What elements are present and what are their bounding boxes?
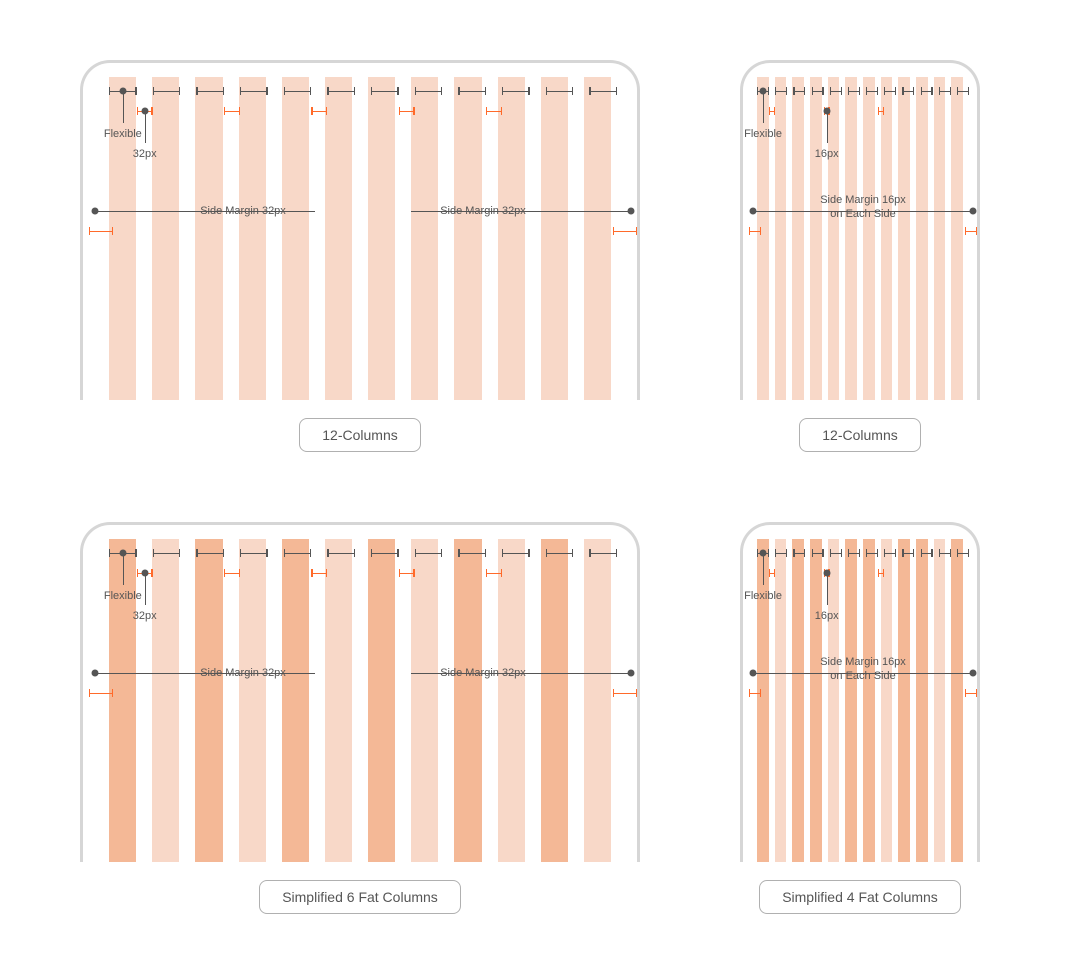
grid-column xyxy=(916,77,928,400)
grid-column xyxy=(757,539,769,862)
dimension-dot xyxy=(970,670,977,677)
dimension-dot xyxy=(628,670,635,677)
panel-caption: Simplified 6 Fat Columns xyxy=(259,880,461,914)
grid-column xyxy=(454,539,481,862)
grid-column xyxy=(239,77,266,400)
panel-desktop-6: Flexible32pxSide Margin 32pxSide Margin … xyxy=(80,522,640,914)
grid-column xyxy=(584,539,611,862)
grid-column xyxy=(454,77,481,400)
dimension-dot xyxy=(750,208,757,215)
grid-column xyxy=(898,77,910,400)
dimension-dot xyxy=(970,208,977,215)
grid-column xyxy=(498,77,525,400)
grid-column xyxy=(951,77,963,400)
panel-mobile-12: Flexible16pxSide Margin 16pxon Each Side… xyxy=(740,60,980,452)
column-grid xyxy=(757,77,963,400)
column-grid xyxy=(109,539,611,862)
grid-column xyxy=(934,77,946,400)
grid-column xyxy=(282,539,309,862)
grid-column xyxy=(828,77,840,400)
dimension-dot xyxy=(628,208,635,215)
grid-column xyxy=(828,539,840,862)
grid-column xyxy=(584,77,611,400)
grid-column xyxy=(934,539,946,862)
grid-column xyxy=(881,539,893,862)
grid-column xyxy=(325,539,352,862)
grid-column xyxy=(792,539,804,862)
column-grid xyxy=(757,539,963,862)
grid-column xyxy=(195,77,222,400)
device-frame: Flexible32pxSide Margin 32pxSide Margin … xyxy=(80,522,640,862)
grid-column xyxy=(195,539,222,862)
grid-column xyxy=(775,539,787,862)
grid-column xyxy=(810,77,822,400)
grid-column xyxy=(951,539,963,862)
grid-column xyxy=(541,539,568,862)
grid-column xyxy=(863,539,875,862)
grid-column xyxy=(845,77,857,400)
device-frame: Flexible16pxSide Margin 16pxon Each Side xyxy=(740,60,980,400)
grid-column xyxy=(411,77,438,400)
panel-caption: 12-Columns xyxy=(799,418,920,452)
grid-column xyxy=(368,77,395,400)
grid-column xyxy=(152,77,179,400)
grid-column xyxy=(792,77,804,400)
panel-desktop-12: Flexible32pxSide Margin 32pxSide Margin … xyxy=(80,60,640,452)
grid-column xyxy=(916,539,928,862)
device-frame: Flexible32pxSide Margin 32pxSide Margin … xyxy=(80,60,640,400)
grid-column xyxy=(863,77,875,400)
grid-column xyxy=(898,539,910,862)
grid-column xyxy=(368,539,395,862)
grid-column xyxy=(411,539,438,862)
panel-mobile-4: Flexible16pxSide Margin 16pxon Each Side… xyxy=(740,522,980,914)
grid-column xyxy=(881,77,893,400)
device-frame: Flexible16pxSide Margin 16pxon Each Side xyxy=(740,522,980,862)
grid-column xyxy=(109,77,136,400)
grid-column xyxy=(757,77,769,400)
grid-column xyxy=(498,539,525,862)
grid-column xyxy=(325,77,352,400)
grid-column xyxy=(282,77,309,400)
grid-column xyxy=(775,77,787,400)
panel-caption: 12-Columns xyxy=(299,418,420,452)
panel-caption: Simplified 4 Fat Columns xyxy=(759,880,961,914)
grid-column xyxy=(541,77,568,400)
grid-column xyxy=(109,539,136,862)
dimension-dot xyxy=(92,670,99,677)
dimension-dot xyxy=(92,208,99,215)
column-grid xyxy=(109,77,611,400)
grid-column xyxy=(810,539,822,862)
grid-column xyxy=(239,539,266,862)
dimension-dot xyxy=(750,670,757,677)
grid-column xyxy=(845,539,857,862)
grid-column xyxy=(152,539,179,862)
